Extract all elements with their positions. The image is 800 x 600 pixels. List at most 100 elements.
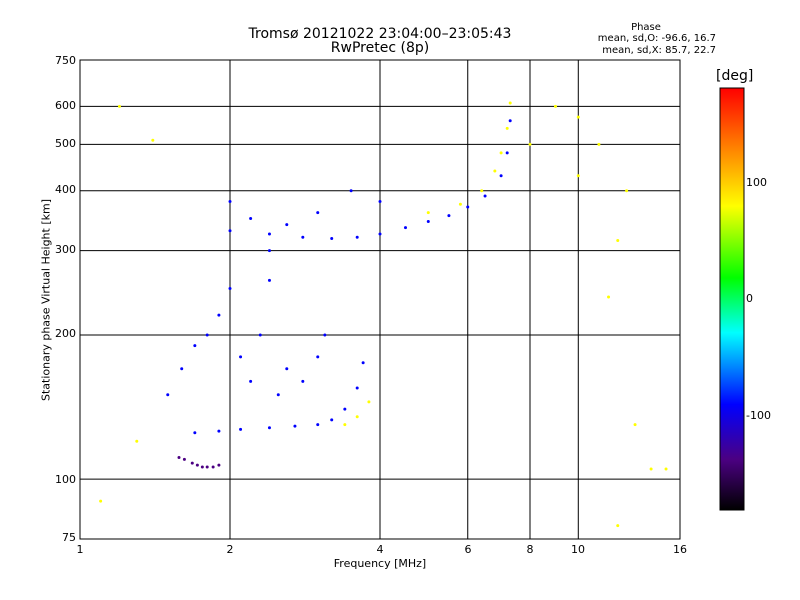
phase-stats-x-mode: mean, sd,X: 85.7, 22.7	[602, 45, 716, 56]
data-point	[117, 104, 121, 108]
data-point	[349, 189, 353, 193]
data-point	[367, 400, 371, 404]
data-point	[447, 214, 451, 218]
data-point	[193, 344, 197, 348]
data-point	[200, 465, 204, 469]
y-tick-label: 400	[55, 183, 76, 196]
x-tick-label: 16	[673, 543, 687, 556]
data-point	[182, 457, 186, 461]
data-point	[426, 211, 430, 215]
data-point	[649, 467, 653, 471]
data-point	[505, 126, 509, 130]
data-point	[301, 379, 305, 383]
x-tick-label: 4	[376, 543, 384, 556]
data-point	[343, 407, 347, 411]
data-point	[316, 355, 320, 359]
data-point	[217, 463, 221, 467]
y-tick-label: 75	[62, 531, 76, 544]
phase-stats-o-mode: mean, sd,O: -96.6, 16.7	[597, 33, 716, 44]
data-point	[499, 151, 503, 155]
data-point	[355, 386, 359, 390]
phase-stats-title: Phase	[631, 22, 661, 33]
data-point	[205, 333, 209, 337]
data-point	[267, 278, 271, 282]
data-point	[267, 426, 271, 430]
data-point	[195, 463, 199, 467]
data-point	[480, 189, 484, 193]
data-point	[217, 313, 221, 317]
data-point	[205, 465, 209, 469]
data-point	[378, 199, 382, 203]
data-point	[576, 174, 580, 178]
y-tick-label: 100	[55, 473, 76, 486]
data-point	[135, 439, 139, 443]
y-tick-label: 750	[55, 54, 76, 67]
data-point	[403, 226, 407, 230]
colorbar-tick-label: -100	[746, 409, 771, 422]
colorbar	[719, 87, 745, 511]
data-point	[166, 393, 170, 397]
data-point	[499, 174, 503, 178]
data-point	[355, 415, 359, 419]
data-point	[316, 211, 320, 215]
data-point	[316, 423, 320, 427]
data-point	[378, 232, 382, 236]
data-point	[330, 418, 334, 422]
data-point	[330, 236, 334, 240]
data-point	[193, 431, 197, 435]
data-point	[343, 423, 347, 427]
data-point	[228, 199, 232, 203]
data-point	[505, 151, 509, 155]
data-point	[99, 499, 103, 503]
data-point	[249, 217, 253, 221]
data-point	[228, 229, 232, 233]
colorbar-tick-label: 0	[746, 292, 753, 305]
y-tick-label: 600	[55, 99, 76, 112]
data-point	[633, 423, 637, 427]
data-point	[217, 429, 221, 433]
data-point	[426, 220, 430, 224]
data-point	[239, 427, 243, 431]
data-point	[607, 295, 611, 299]
data-point	[508, 101, 512, 105]
data-point	[301, 235, 305, 239]
data-point	[276, 393, 280, 397]
data-point	[267, 232, 271, 236]
colorbar-tick-label: 100	[746, 176, 767, 189]
data-point	[267, 249, 271, 253]
x-tick-label: 6	[464, 543, 472, 556]
data-point	[180, 367, 184, 371]
data-point	[528, 142, 532, 146]
y-tick-label: 200	[55, 327, 76, 340]
data-point	[177, 455, 181, 459]
data-point	[458, 202, 462, 206]
grid-lines	[79, 59, 681, 540]
x-axis-label: Frequency [MHz]	[333, 557, 427, 570]
data-point	[361, 361, 365, 365]
y-axis-label: Stationary phase Virtual Height [km]	[39, 198, 53, 402]
y-tick-label: 300	[55, 243, 76, 256]
data-point	[285, 223, 289, 227]
data-point	[493, 169, 497, 173]
data-point	[211, 465, 215, 469]
data-point	[190, 461, 194, 465]
data-point	[239, 355, 243, 359]
data-point	[616, 238, 620, 242]
x-tick-label: 10	[571, 543, 585, 556]
data-point	[508, 119, 512, 123]
data-points	[99, 101, 668, 528]
data-point	[293, 424, 297, 428]
data-point	[151, 138, 155, 142]
data-point	[553, 104, 557, 108]
data-point	[483, 194, 487, 198]
data-point	[466, 205, 470, 209]
data-point	[616, 524, 620, 528]
chart-subtitle: RwPretec (8p)	[330, 40, 430, 56]
data-point	[597, 142, 601, 146]
data-point	[258, 333, 262, 337]
data-point	[355, 235, 359, 239]
data-point	[576, 115, 580, 119]
data-point	[323, 333, 327, 337]
y-tick-label: 500	[55, 137, 76, 150]
